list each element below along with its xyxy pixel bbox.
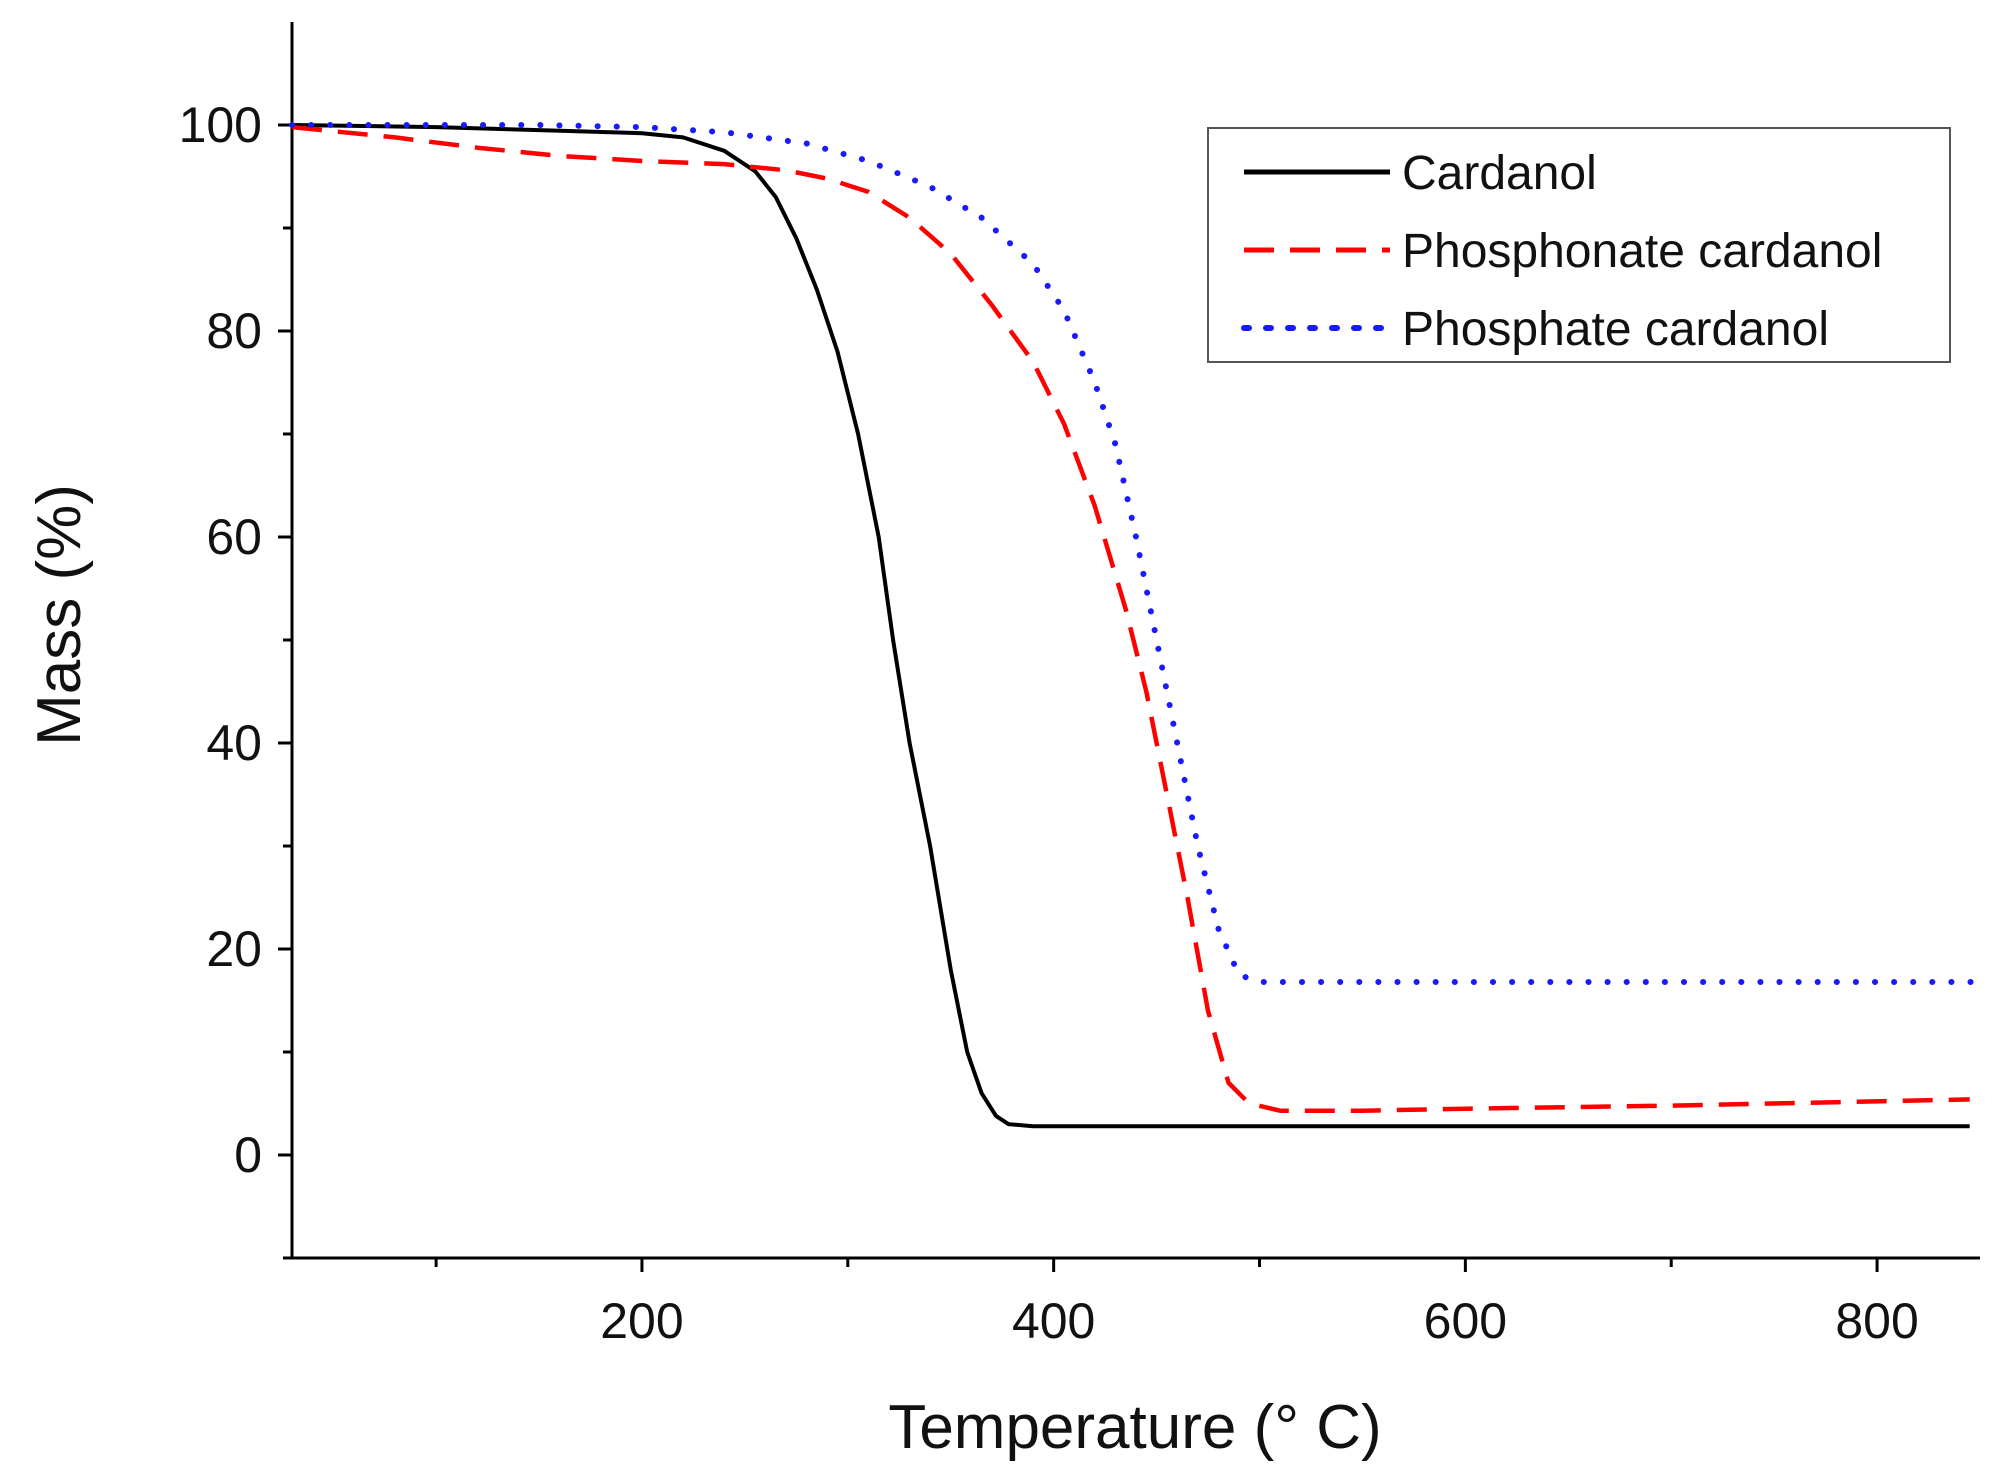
y-tick-label: 100 <box>179 97 262 153</box>
series-line-phosphonate-cardanol <box>291 124 1970 1113</box>
x-tick-label: 800 <box>1835 1293 1918 1349</box>
y-axis: 0 20 40 60 80 100 <box>179 22 294 1260</box>
legend-label-cardanol: Cardanol <box>1402 147 1597 200</box>
legend-box <box>1207 127 1951 363</box>
y-tick-label: 20 <box>206 921 262 977</box>
x-tick-label: 400 <box>1012 1293 1095 1349</box>
x-tick-label: 600 <box>1424 1293 1507 1349</box>
y-tick-label: 0 <box>234 1127 262 1183</box>
x-axis: 200 400 600 800 <box>292 1256 1980 1349</box>
legend-label-phosphonate-cardanol: Phosphonate cardanol <box>1402 225 1882 278</box>
x-tick-label: 200 <box>600 1293 683 1349</box>
series-line-cardanol <box>291 123 1970 1129</box>
y-tick-label: 60 <box>206 509 262 565</box>
legend-label-phosphate-cardanol: Phosphate cardanol <box>1402 303 1829 356</box>
x-axis-title: Temperature (° C) <box>888 1393 1381 1462</box>
y-axis-title: Mass (%) <box>25 484 94 746</box>
y-tick-label: 40 <box>206 715 262 771</box>
series-line-phosphate-cardanol <box>289 122 1983 985</box>
series-layer <box>289 122 1983 1129</box>
legend: Cardanol Phosphonate cardanol Phosphate … <box>1207 127 1951 363</box>
y-tick-label: 80 <box>206 303 262 359</box>
